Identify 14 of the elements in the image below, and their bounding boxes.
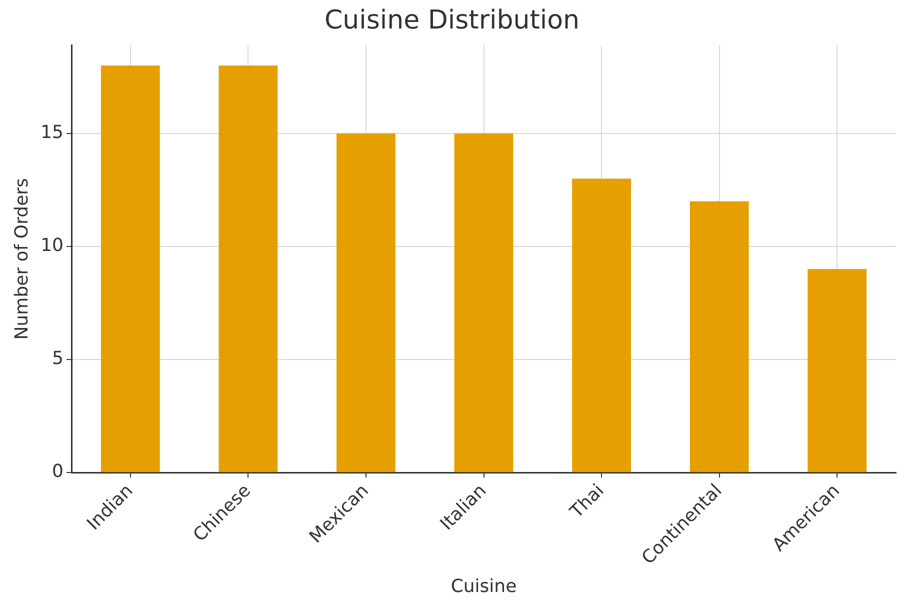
y-tick-label: 15 — [40, 122, 64, 144]
bar — [690, 201, 749, 472]
y-axis-title: Number of Orders — [11, 178, 32, 340]
bar — [808, 269, 867, 472]
bar — [572, 178, 631, 472]
y-tick-label: 10 — [40, 235, 64, 256]
bar — [218, 66, 278, 472]
chart-title: Cuisine Distribution — [324, 5, 580, 36]
x-axis-title: Cuisine — [450, 576, 517, 597]
bar — [454, 133, 514, 472]
y-tick-label: 0 — [52, 461, 64, 482]
bar — [100, 66, 160, 472]
y-tick-label: 5 — [52, 348, 64, 370]
bar — [336, 133, 396, 472]
